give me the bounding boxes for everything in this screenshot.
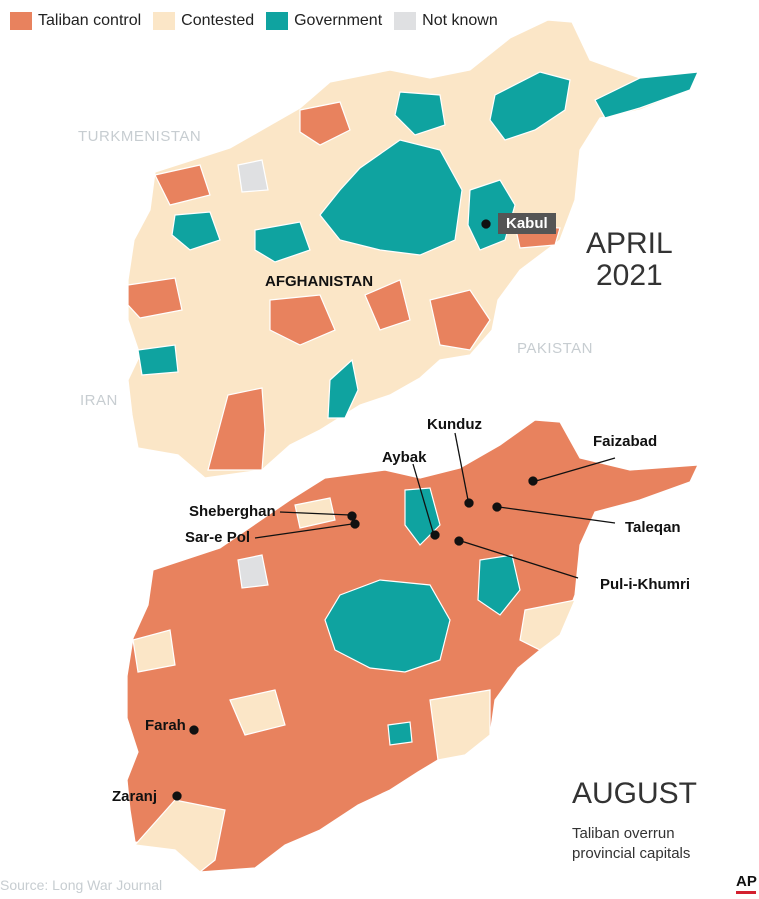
pul-i-khumri-leader	[460, 540, 579, 579]
city-label-zaranj: Zaranj	[112, 788, 158, 805]
taliban-region-s-april	[269, 294, 336, 346]
pul-i-khumri-dot	[454, 536, 464, 546]
legend-item-unknown: Not known	[394, 12, 498, 30]
taleqan-dot	[492, 502, 502, 512]
source-credit: Source: Long War Journal	[0, 877, 163, 893]
period-year: 2021	[595, 259, 663, 292]
city-label-sare-pol: Sar-e Pol	[185, 529, 251, 546]
gov-region-sw-april	[137, 344, 179, 376]
taliban-region-sc-april	[364, 279, 411, 331]
sheberghan-dot	[347, 511, 357, 521]
country-label-pakistan: PAKISTAN	[517, 340, 593, 357]
legend-item-contested: Contested	[153, 12, 254, 30]
city-label-pul-i-khumri: Pul-i-Khumri	[600, 576, 690, 593]
city-label-sheberghan: Sheberghan	[189, 503, 276, 520]
faizabad-dot	[528, 476, 538, 486]
taliban-region-sw-april	[207, 387, 266, 471]
country-label-turkmenistan: TURKMENISTAN	[78, 128, 202, 145]
contested-region-c-august	[229, 689, 286, 736]
legend-swatch-unknown	[394, 12, 417, 30]
gov-region-west-april	[171, 211, 221, 251]
gov-region-s-april	[327, 358, 359, 419]
farah-dot	[189, 725, 199, 735]
map-august-2021	[126, 419, 699, 873]
taliban-region-se-april	[429, 289, 491, 351]
note-line-1: Taliban overrun	[572, 825, 675, 842]
kabul-dot	[481, 219, 491, 229]
ap-logo: AP	[736, 873, 757, 890]
city-markers	[172, 219, 616, 801]
map-legend: Taliban control Contested Government Not…	[10, 12, 510, 30]
gov-region-center-august	[324, 579, 451, 673]
gov-region-s-august	[387, 721, 413, 746]
city-label-aybak: Aybak	[382, 449, 427, 466]
legend-label-government: Government	[294, 12, 383, 29]
city-label-kunduz: Kunduz	[427, 416, 482, 433]
city-label-farah: Farah	[145, 717, 186, 734]
legend-label-unknown: Not known	[422, 12, 498, 29]
map-april-2021	[127, 19, 699, 479]
period-month: APRIL	[586, 227, 673, 260]
legend-swatch-contested	[153, 12, 176, 30]
contested-region-w-august	[132, 629, 176, 673]
sare-pol-dot	[350, 519, 360, 529]
kunduz-leader	[454, 432, 469, 501]
note-line-2: provincial capitals	[572, 845, 691, 862]
unknown-region-august	[237, 554, 269, 589]
taliban-region-nw-april	[154, 164, 211, 206]
faizabad-leader	[535, 457, 616, 482]
bottom-map-note: Taliban overrun provincial capitals	[572, 824, 690, 864]
taliban-region-n-april	[299, 101, 351, 146]
country-label-iran: IRAN	[80, 392, 118, 409]
legend-label-contested: Contested	[181, 12, 255, 29]
contested-region-se-august	[429, 689, 491, 761]
unknown-region-april	[237, 159, 269, 193]
kunduz-dot	[464, 498, 474, 508]
gov-region-north-august	[404, 487, 441, 546]
legend-swatch-taliban	[10, 12, 32, 30]
country-label-afghanistan: AFGHANISTAN	[265, 273, 374, 290]
legend-label-taliban: Taliban control	[38, 12, 142, 29]
gov-region-center-april	[319, 139, 463, 256]
sare-pol-leader	[254, 523, 353, 539]
aybak-dot	[430, 530, 440, 540]
gov-region-west2-april	[254, 221, 311, 263]
period-label-april: APRIL 2021	[586, 228, 673, 292]
gov-region-wakhan-april	[594, 71, 699, 119]
contested-region-e-august	[519, 599, 577, 651]
legend-item-government: Government	[266, 12, 382, 30]
taleqan-leader	[498, 506, 616, 524]
city-label-faizabad: Faizabad	[593, 433, 658, 450]
gov-region-northeast-april	[489, 71, 571, 141]
legend-swatch-government	[266, 12, 289, 30]
gov-region-north-april	[394, 91, 446, 136]
legend-item-taliban: Taliban control	[10, 12, 141, 30]
ap-logo-underline	[736, 891, 756, 894]
period-label-august: AUGUST	[572, 777, 698, 810]
taliban-region-w-april	[127, 277, 183, 319]
sheberghan-leader	[279, 511, 351, 516]
aybak-leader	[412, 463, 434, 533]
zaranj-dot	[172, 791, 182, 801]
city-label-taleqan: Taleqan	[625, 519, 681, 536]
city-label-kabul: Kabul	[498, 213, 556, 234]
